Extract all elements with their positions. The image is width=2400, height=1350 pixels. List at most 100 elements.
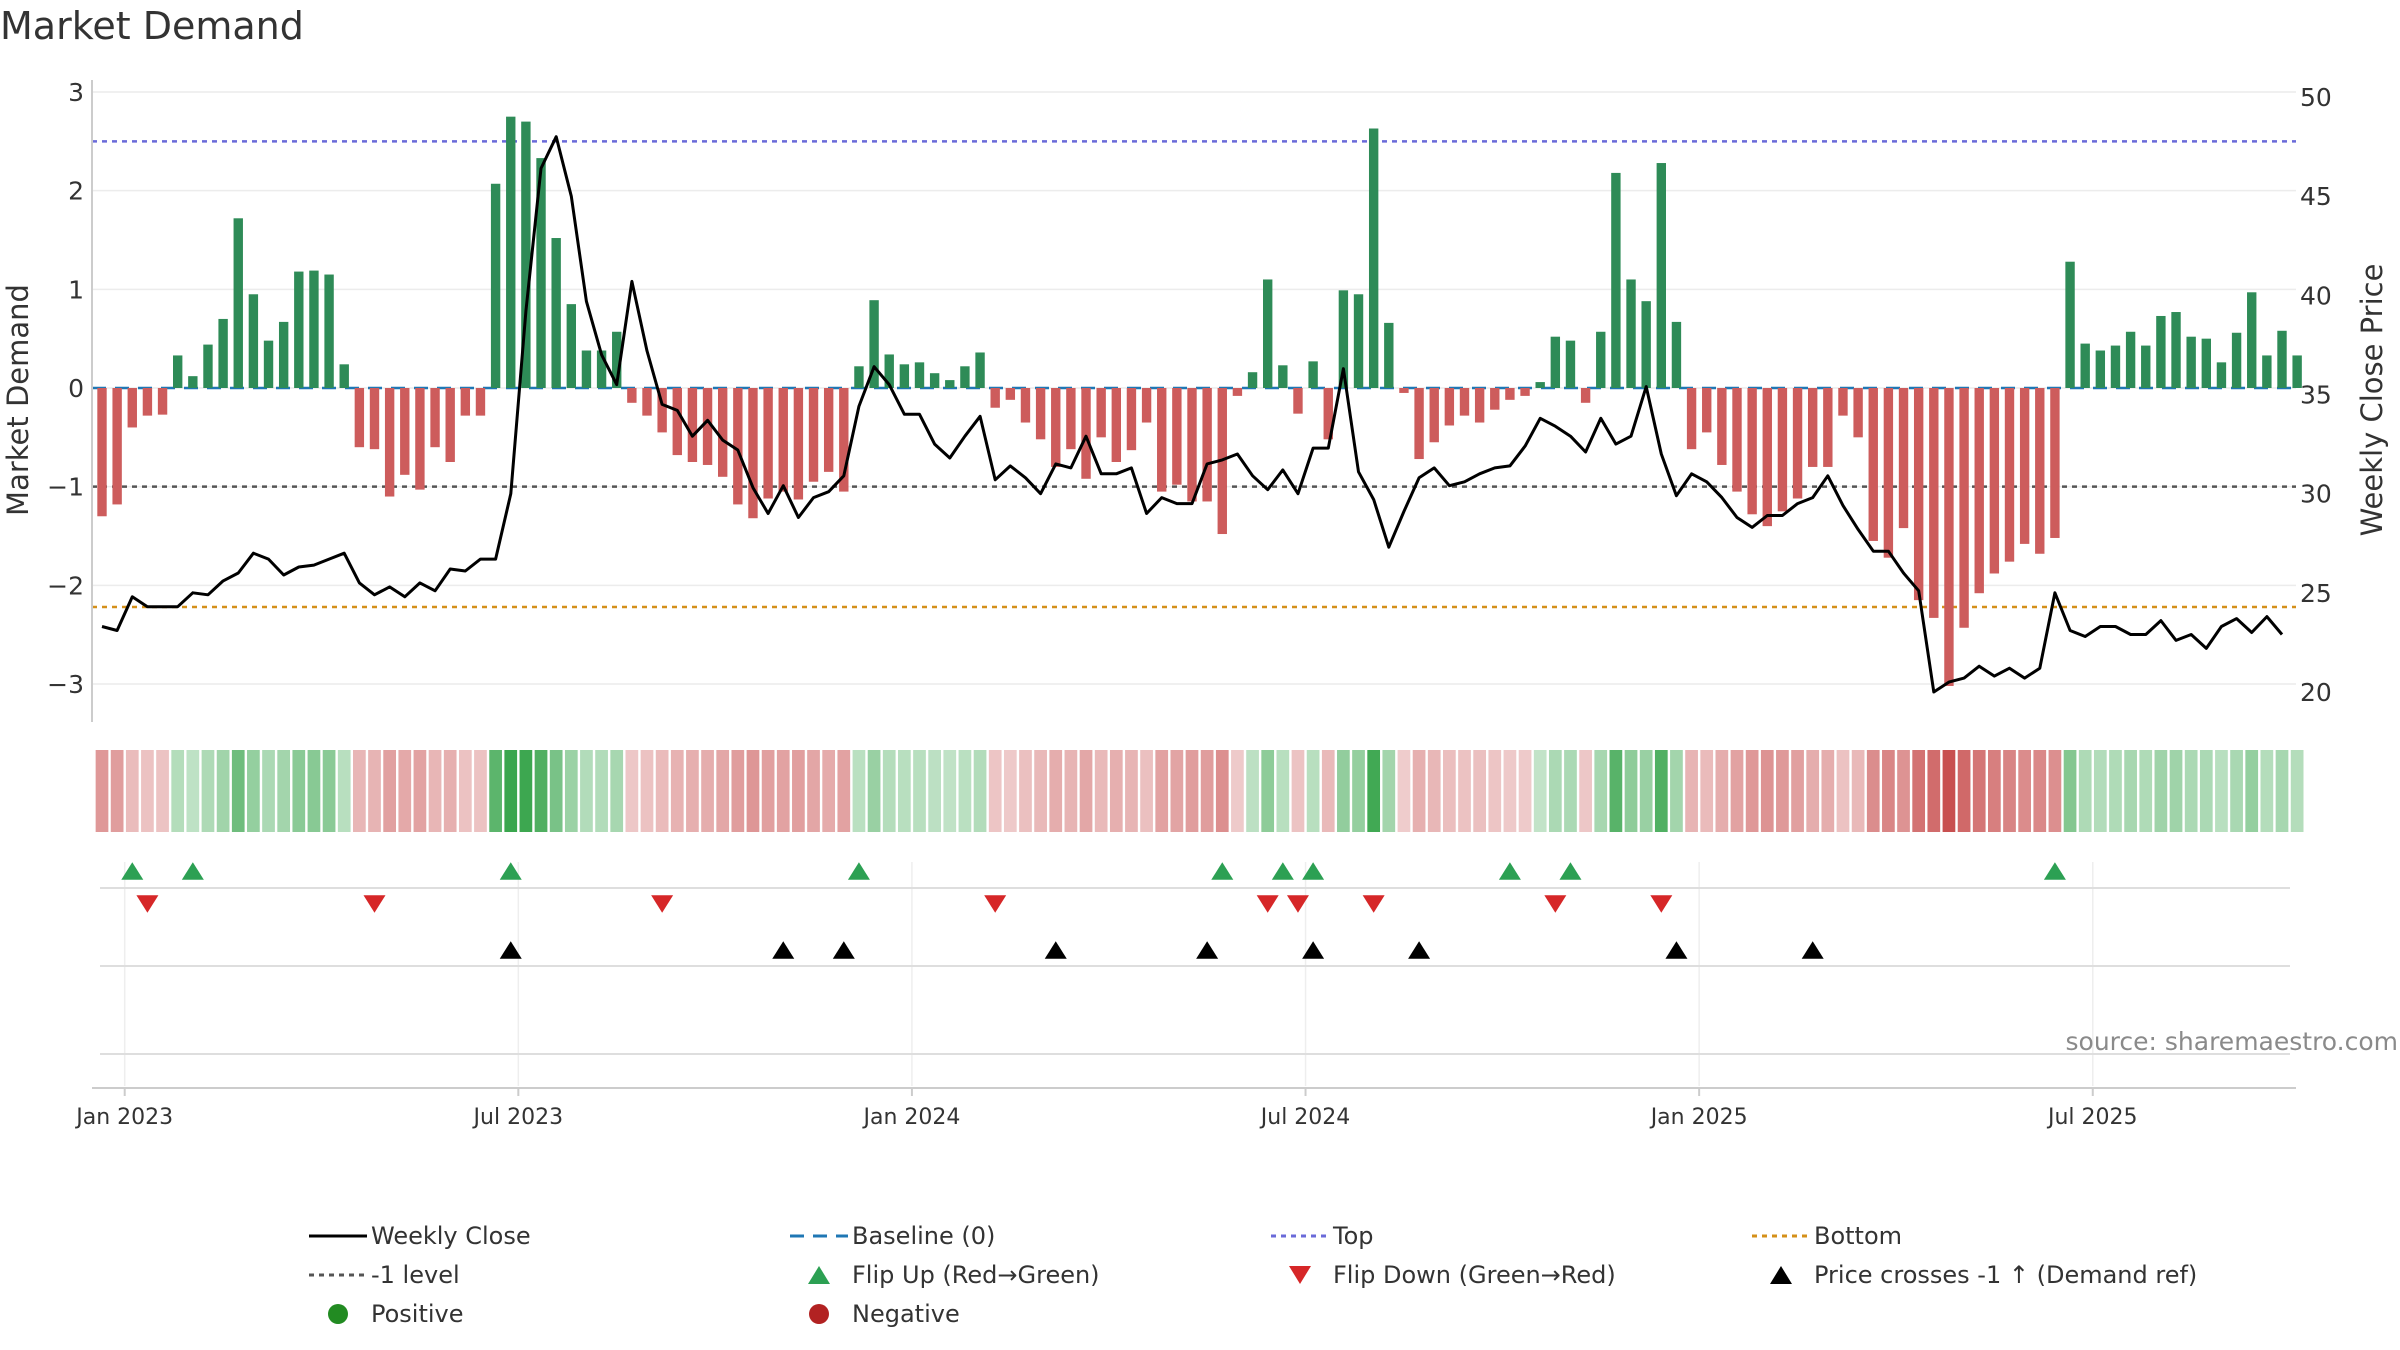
price-series — [101, 135, 2284, 694]
negative-bar — [1035, 388, 1046, 440]
legend-symbol-icon — [786, 1296, 852, 1332]
negative-bar — [627, 388, 637, 403]
negative-bar — [157, 388, 168, 415]
heat-cell-negative — [640, 750, 654, 832]
positive-bar — [2277, 330, 2287, 388]
negative-bar — [1944, 388, 1954, 686]
positive-bar — [1368, 128, 1379, 389]
heat-cell-negative — [1897, 750, 1910, 832]
heat-cell-negative — [1760, 750, 1774, 832]
heat-cell-positive — [913, 750, 926, 832]
positive-bar — [854, 366, 864, 388]
positive-bar — [2201, 338, 2211, 388]
legend-symbol-icon — [305, 1257, 371, 1293]
heat-cell-negative — [1579, 750, 1592, 832]
heat-cell-negative — [110, 750, 124, 832]
negative-bar — [1126, 388, 1137, 451]
price-cross-marker — [1408, 941, 1431, 959]
heat-cell-positive — [1367, 750, 1381, 832]
heat-cell-negative — [2048, 750, 2062, 832]
heat-cell-positive — [928, 750, 941, 832]
heat-cell-negative — [1851, 750, 1865, 832]
positive-bar — [1565, 340, 1576, 388]
legend-item-positive: Positive — [305, 1296, 464, 1332]
heat-cell-negative — [474, 750, 487, 832]
heat-cell-positive — [534, 750, 548, 832]
positive-bar — [173, 355, 183, 388]
heat-cell-positive — [322, 750, 336, 832]
heat-cell-negative — [368, 750, 381, 832]
heat-cell-positive — [2275, 750, 2289, 832]
negative-bar — [1580, 388, 1591, 403]
negative-bar — [475, 388, 486, 416]
negative-bar — [1202, 388, 1212, 502]
positive-bar — [1263, 279, 1273, 388]
heat-cell-positive — [2184, 750, 2198, 832]
heat-cell-positive — [1594, 750, 1608, 832]
negative-bar — [1686, 388, 1697, 450]
negative-bar — [1066, 388, 1076, 450]
positive-bar — [945, 380, 955, 388]
y-left-tick-label: −3 — [47, 670, 84, 699]
heat-cell-negative — [701, 750, 714, 832]
flip-up-marker — [1559, 862, 1582, 880]
positive-bar — [294, 271, 304, 388]
legend-label: Flip Down (Green→Red) — [1333, 1261, 1616, 1289]
heat-cell-positive — [247, 750, 260, 832]
heat-cell-positive — [958, 750, 972, 832]
negative-bar — [112, 388, 122, 505]
negative-bar — [733, 388, 743, 505]
heat-cell-positive — [489, 750, 502, 832]
y-left-tick-label: 3 — [68, 78, 84, 107]
positive-bar — [248, 294, 259, 388]
negative-bar — [748, 388, 758, 519]
heat-cell-positive — [2139, 750, 2153, 832]
negative-bar — [2035, 388, 2045, 554]
heat-cell-negative — [413, 750, 427, 832]
heat-cell-negative — [1730, 750, 1744, 832]
heat-cell-negative — [95, 750, 109, 832]
positive-bar — [1671, 321, 1682, 388]
negative-bar — [1959, 388, 1969, 628]
negative-bar — [369, 388, 380, 450]
negative-bar — [1157, 388, 1167, 492]
legend-label: Price crosses -1 ↑ (Demand ref) — [1814, 1261, 2198, 1289]
negative-bar — [1792, 388, 1803, 499]
positive-bar — [581, 350, 592, 388]
heat-cell-negative — [1821, 750, 1835, 832]
positive-bar — [1353, 294, 1364, 388]
heat-cell-negative — [1972, 750, 1986, 832]
heat-cell-positive — [852, 750, 866, 832]
negative-bar — [1853, 388, 1863, 438]
heat-cell-positive — [2260, 750, 2274, 832]
heat-cell-negative — [1079, 750, 1093, 832]
heat-cell-negative — [1125, 750, 1138, 832]
heat-cell-negative — [686, 750, 699, 832]
y-left-tick-label: 0 — [68, 374, 84, 403]
heat-cell-positive — [1276, 750, 1290, 832]
y-left-tick-label: 2 — [68, 177, 84, 206]
legend-item-flip-down: Flip Down (Green→Red) — [1267, 1257, 1616, 1293]
positive-bar — [1338, 290, 1349, 388]
heat-cell-negative — [156, 750, 169, 832]
heat-cell-positive — [2124, 750, 2137, 832]
x-tick-label: Jan 2024 — [861, 1105, 960, 1130]
heat-cell-negative — [2018, 750, 2031, 832]
negative-bar — [1732, 388, 1742, 492]
heat-cell-positive — [2078, 750, 2092, 832]
legend-label: Top — [1333, 1222, 1374, 1250]
positive-bar — [929, 373, 940, 388]
negative-bar — [990, 388, 1000, 408]
positive-bar — [2216, 362, 2227, 388]
heat-cell-negative — [1215, 750, 1229, 832]
legend-item-price-cross: Price crosses -1 ↑ (Demand ref) — [1748, 1257, 2197, 1293]
negative-bar — [460, 388, 471, 416]
flip-down-marker — [1286, 895, 1309, 913]
y-left-tick-label: −1 — [47, 473, 84, 502]
negative-bar — [97, 388, 107, 517]
heat-cell-negative — [1185, 750, 1199, 832]
flip-down-marker — [1650, 895, 1673, 913]
y-right-tick-label: 25 — [2300, 579, 2332, 608]
negative-bar — [1913, 388, 1924, 601]
negative-bar — [1929, 388, 1939, 618]
